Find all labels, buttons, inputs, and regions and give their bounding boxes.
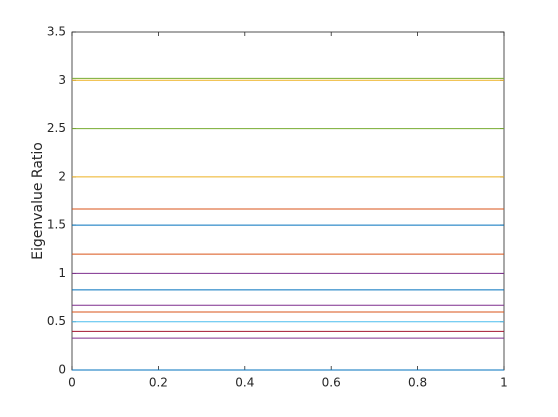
y-tick-label: 0.5 <box>47 314 66 328</box>
x-tick-label: 0.8 <box>408 376 427 390</box>
y-axis-label: Eigenvalue Ratio <box>30 142 46 260</box>
x-tick-label: 0.6 <box>322 376 341 390</box>
x-tick-label: 0.2 <box>149 376 168 390</box>
axes-box <box>71 31 505 371</box>
y-tick-label: 1.5 <box>47 218 66 232</box>
y-tick-label: 0 <box>58 363 66 377</box>
y-tick-label: 2 <box>58 169 66 183</box>
x-tick-label: 0 <box>68 376 76 390</box>
y-tick-label: 1 <box>58 266 66 280</box>
x-tick-label: 0.4 <box>235 376 254 390</box>
y-tick-label: 2.5 <box>47 121 66 135</box>
y-tick-label: 3 <box>58 73 66 87</box>
y-tick-label: 3.5 <box>47 25 66 39</box>
x-tick-label: 1 <box>500 376 508 390</box>
